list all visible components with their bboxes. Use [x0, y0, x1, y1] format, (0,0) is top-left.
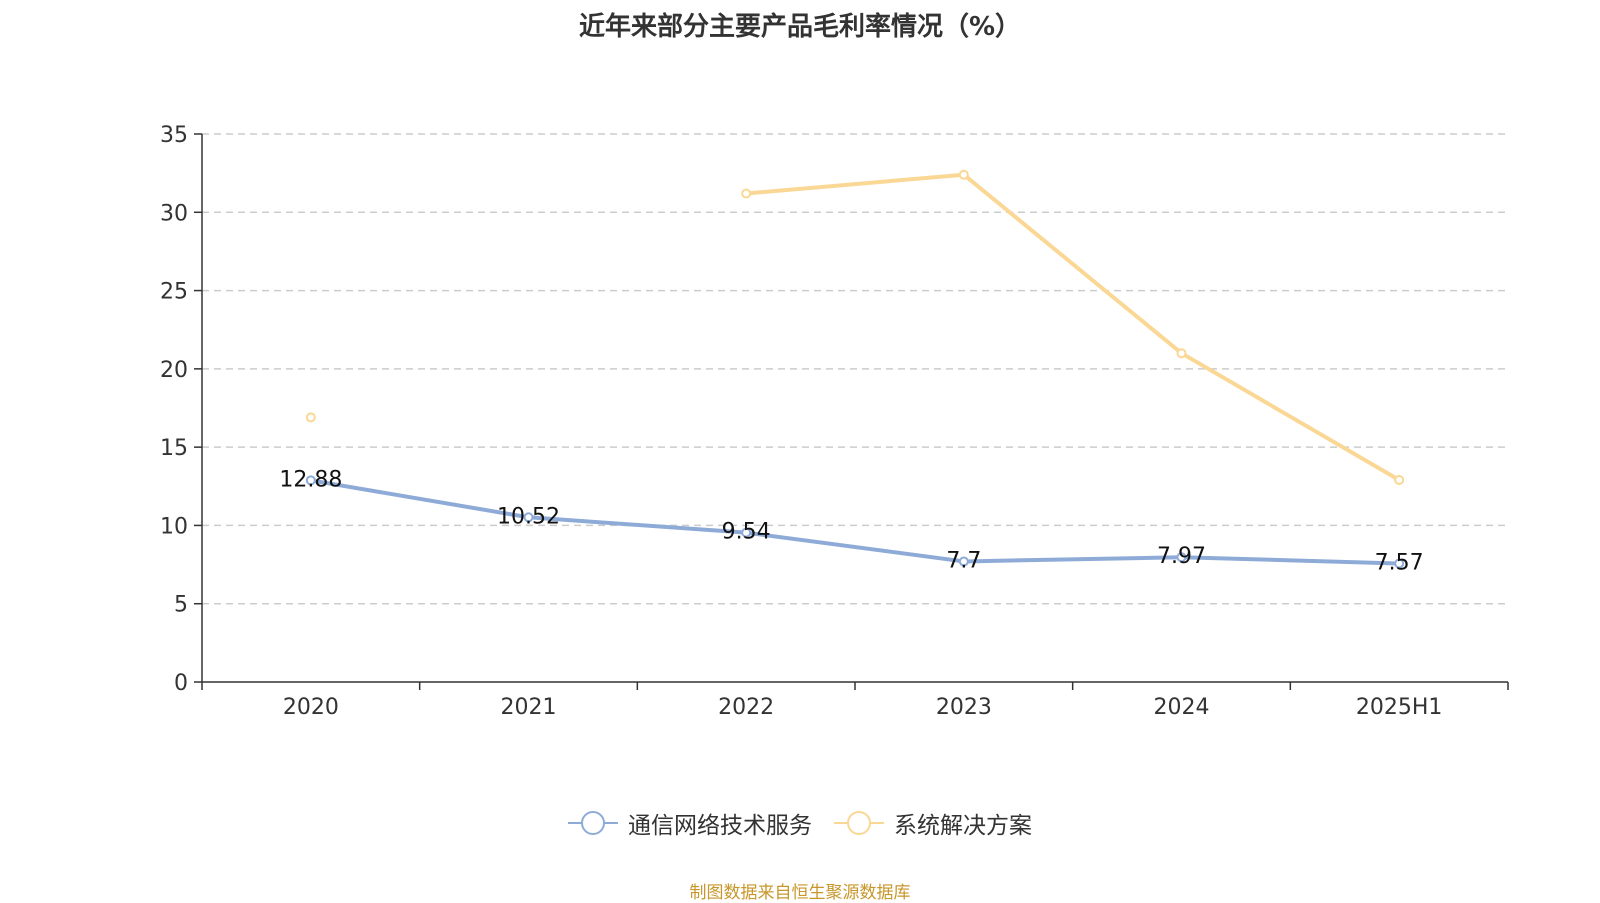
data-point [305, 412, 316, 423]
data-point [1176, 552, 1187, 563]
legend-label: 通信网络技术服务 [628, 813, 812, 839]
x-tick-label: 2023 [936, 695, 992, 720]
x-tick-label: 2021 [501, 695, 557, 720]
source-note: 制图数据来自恒生聚源数据库 [689, 883, 911, 903]
y-tick-label: 5 [174, 593, 188, 618]
y-tick-label: 30 [160, 201, 188, 226]
data-point [741, 527, 752, 538]
legend-item-series-1[interactable]: 通信网络技术服务 [568, 806, 812, 840]
data-label: 7.57 [1375, 550, 1424, 575]
y-tick-label: 0 [174, 671, 188, 696]
data-point [523, 512, 534, 523]
series-line-1 [308, 478, 1402, 566]
data-point [1176, 348, 1187, 359]
data-point [958, 556, 969, 567]
data-point [1394, 475, 1405, 486]
y-tick-label: 25 [160, 280, 188, 305]
y-tick-label: 15 [160, 436, 188, 461]
gridlines [202, 133, 1508, 605]
data-label: 9.54 [722, 520, 771, 545]
legend: 通信网络技术服务 系统解决方案 [0, 806, 1600, 840]
data-point [305, 475, 316, 486]
axes: 0 5 10 15 20 25 30 35 2020 2021 2022 2023 2024 2025H1 [160, 123, 1509, 720]
series-lines [305, 169, 1405, 569]
data-label: 7.97 [1157, 544, 1206, 569]
series-line-2 [744, 172, 1402, 483]
data-labels: 12.88 10.52 9.54 7.7 7.97 7.57 [279, 467, 1423, 575]
x-tick-label: 2022 [718, 695, 774, 720]
legend-line-circle-icon [834, 811, 884, 835]
legend-label: 系统解决方案 [894, 813, 1032, 839]
chart-title: 近年来部分主要产品毛利率情况（%） [578, 12, 1022, 42]
data-point [741, 188, 752, 199]
data-label: 10.52 [497, 504, 560, 529]
legend-line-circle-icon [568, 811, 618, 835]
x-tick-label: 2020 [283, 695, 339, 720]
legend-item-series-2[interactable]: 系统解决方案 [834, 806, 1032, 840]
x-tick-label: 2024 [1154, 695, 1210, 720]
data-point [958, 169, 969, 180]
data-label: 7.7 [946, 548, 981, 573]
y-tick-label: 35 [160, 123, 188, 148]
data-label: 12.88 [279, 467, 342, 492]
y-tick-label: 10 [160, 514, 188, 539]
y-tick-label: 20 [160, 358, 188, 383]
data-point [1394, 558, 1405, 569]
x-tick-label: 2025H1 [1356, 695, 1443, 720]
